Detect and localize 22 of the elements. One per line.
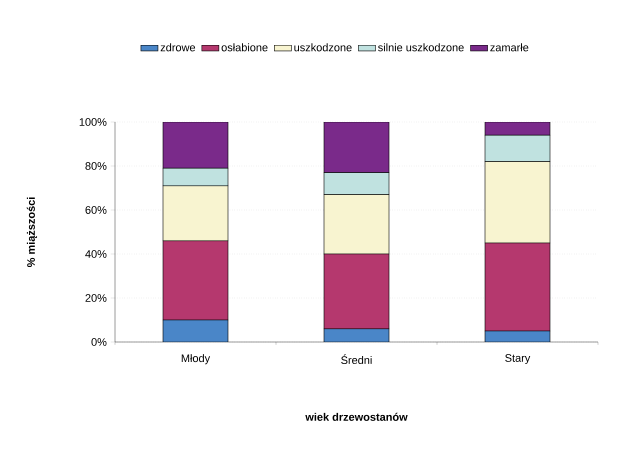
- y-tick-label: 40%: [85, 250, 106, 258]
- x-tick-label: Stary: [505, 354, 530, 364]
- y-tick-label: 0%: [91, 338, 106, 346]
- legend-label: silnie uszkodzone: [378, 43, 464, 52]
- legend-label: osłabione: [222, 43, 268, 52]
- x-axis-title: wiek drzewostanów: [305, 412, 408, 421]
- y-tick-label: 60%: [86, 206, 106, 214]
- legend-label: zdrowe: [160, 43, 196, 52]
- bar: [163, 320, 228, 342]
- x-tick-label: Średni: [341, 354, 372, 364]
- legend-label: zamarłe: [490, 43, 528, 52]
- bar: [484, 330, 550, 342]
- bar: [162, 122, 228, 168]
- bar: [324, 328, 390, 342]
- y-tick-label: 80%: [85, 162, 106, 170]
- y-tick-label: 100%: [80, 118, 106, 126]
- bar: [484, 122, 550, 136]
- y-tick-label: 20%: [86, 294, 106, 302]
- y-axis-title: % miąższości: [26, 197, 38, 268]
- bar: [324, 122, 390, 173]
- x-tick-label: Młody: [182, 354, 210, 364]
- legend-label: uszkodzone: [294, 43, 352, 52]
